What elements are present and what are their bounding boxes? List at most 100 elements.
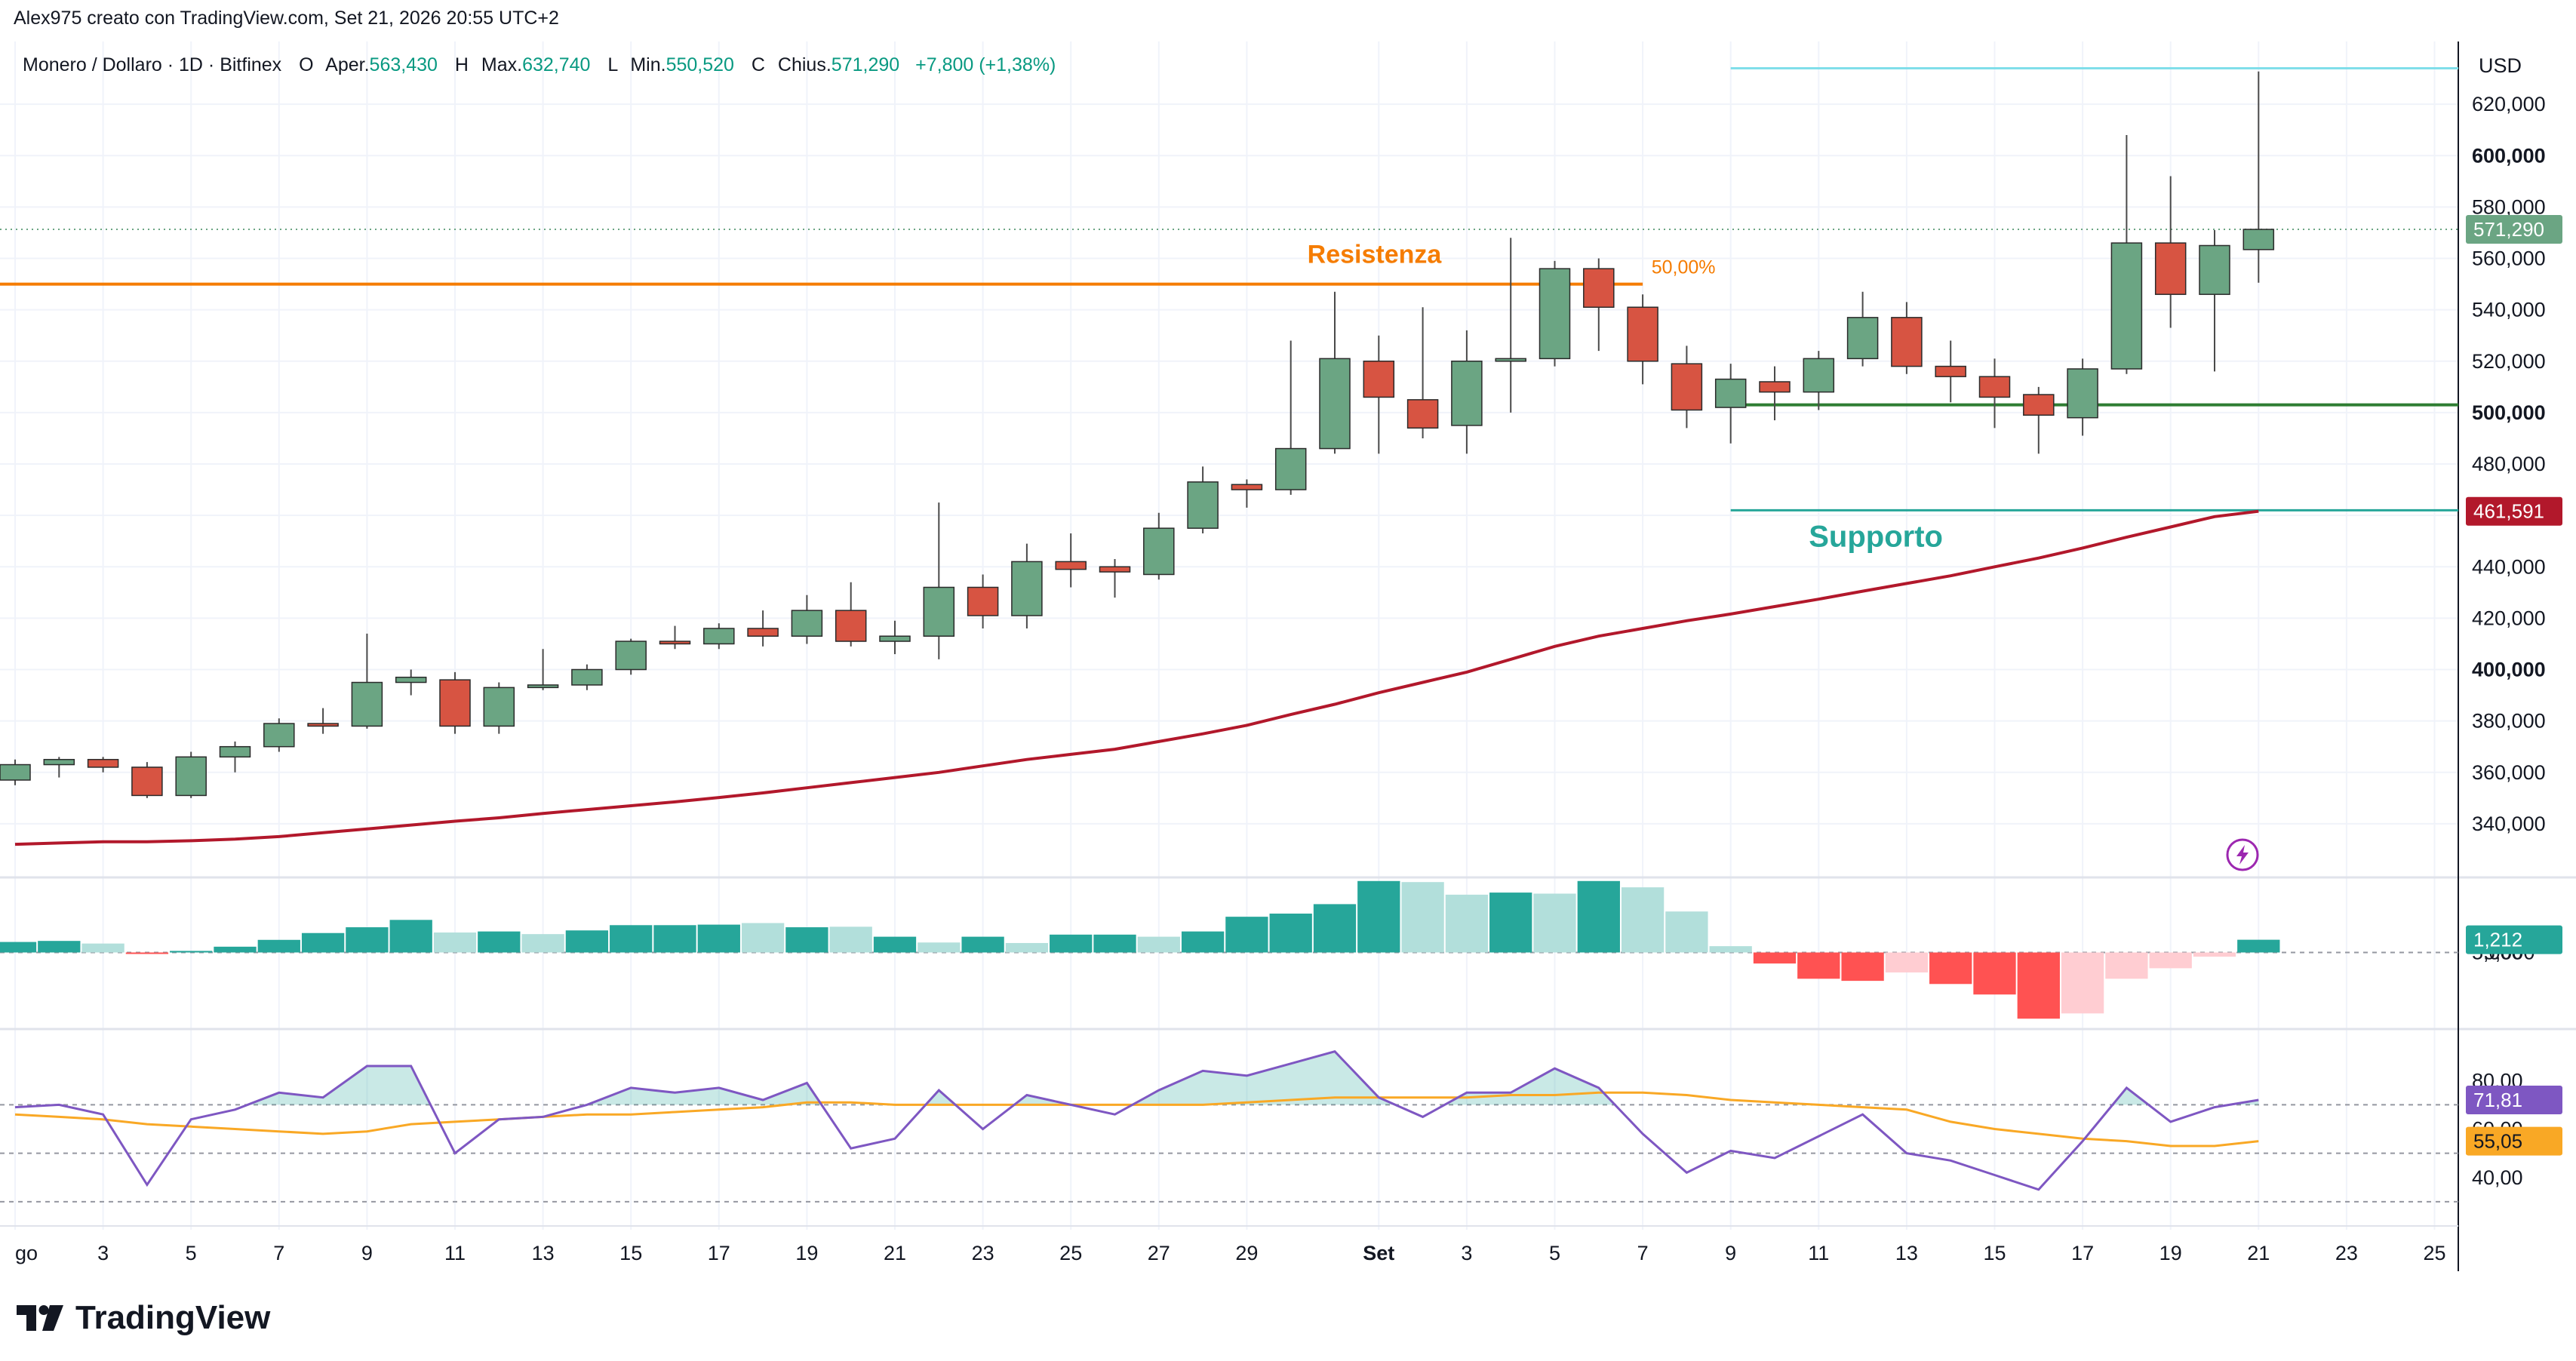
lightning-icon[interactable] <box>2226 838 2259 871</box>
candle <box>1406 307 1439 438</box>
candle-body <box>1671 363 1703 411</box>
histogram-bar <box>1445 894 1489 953</box>
histogram-bar <box>1885 952 1929 972</box>
candle <box>967 574 999 628</box>
rsi-overbought-fill <box>1444 1068 1615 1105</box>
legend-c-label: C <box>752 54 765 75</box>
candle <box>2023 386 2055 454</box>
candle <box>1803 351 1835 410</box>
candle <box>1539 260 1571 367</box>
histogram-bar <box>961 936 1004 953</box>
histogram-bar <box>1401 882 1444 953</box>
histogram-bar <box>1050 934 1093 953</box>
candle <box>2242 71 2275 283</box>
candle-body <box>659 641 691 645</box>
candle-body <box>923 586 955 637</box>
histogram-pane[interactable] <box>0 880 2458 1019</box>
date-tick-label: 5 <box>186 1242 197 1264</box>
candle <box>307 708 339 734</box>
tradingview-logo[interactable]: TradingView <box>17 1299 270 1337</box>
histogram-bar <box>1005 942 1049 953</box>
candle-body <box>615 641 647 671</box>
candle-body <box>175 756 207 797</box>
candle-body <box>1978 376 2011 398</box>
legend-h-label: H <box>455 54 469 75</box>
histogram-bar <box>38 941 81 953</box>
rsi-value-tag-bg <box>2466 1085 2562 1114</box>
histogram-bar <box>2017 952 2060 1019</box>
candle <box>1935 340 1966 403</box>
date-tick-label: 17 <box>2071 1242 2094 1264</box>
price-tick-label: 440,000 <box>2472 555 2546 578</box>
candle-body <box>1846 317 1879 360</box>
candle-body <box>1319 358 1351 450</box>
histogram-bar <box>1225 917 1268 953</box>
candle-body <box>1803 358 1835 393</box>
candle-body <box>527 684 559 689</box>
candle <box>2199 230 2230 372</box>
rsi-line <box>14 1050 2259 1191</box>
date-tick-label: 9 <box>361 1242 373 1264</box>
candle-body <box>571 668 603 686</box>
candle <box>1714 364 1747 444</box>
candle-body <box>2242 229 2275 250</box>
histogram-bar <box>1973 952 2016 995</box>
date-tick-label: 7 <box>1637 1242 1649 1264</box>
candle <box>703 623 735 650</box>
candle-body <box>1143 527 1175 576</box>
candle <box>1099 559 1131 598</box>
histogram-value-tag-text: 1,212 <box>2473 929 2522 951</box>
histogram-bar <box>1621 887 1665 953</box>
last-price-tag-text: 571,290 <box>2473 218 2544 241</box>
date-axis[interactable]: go 3 5 7 9 11 13 15 17 19 21 23 25 27 29 Set 3 5 7 9 11 13 15 1… <box>15 1242 2446 1264</box>
candle <box>1671 346 1703 429</box>
date-tick-label: go <box>15 1242 38 1264</box>
price-pane[interactable]: Resistenza 50,00% Supporto <box>0 66 2458 846</box>
rsi-value-tag-text: 71,81 <box>2473 1089 2522 1111</box>
histogram-bar <box>2149 952 2192 969</box>
histogram-bar <box>2237 939 2280 953</box>
resistance-label: Resistenza <box>1308 241 1443 269</box>
price-tick-label: 580,000 <box>2472 195 2546 218</box>
candle-body <box>1759 381 1791 393</box>
histogram-bar <box>1929 952 1972 985</box>
candle-body <box>1627 306 1658 362</box>
legend-l-label: L <box>607 54 618 75</box>
candle-body <box>0 763 31 781</box>
candle <box>483 682 515 734</box>
candle-body <box>1363 361 1395 398</box>
candle <box>1055 533 1087 588</box>
candle-body <box>1451 361 1483 426</box>
rsi-ma-value-tag-text: 55,05 <box>2473 1130 2522 1153</box>
histogram-bar <box>433 932 477 953</box>
price-axis[interactable]: USD 340,000 360,000 380,000 400,000 420,000 4… <box>2466 54 2562 1189</box>
histogram-bar <box>1841 952 1884 982</box>
candle <box>219 741 251 773</box>
histogram-bar <box>257 939 300 953</box>
histogram-bar <box>1181 931 1225 953</box>
candle <box>395 669 427 696</box>
candle <box>571 664 603 690</box>
rsi-pane[interactable] <box>0 1050 2458 1203</box>
histogram-bar <box>565 930 609 953</box>
date-tick-label: 25 <box>1059 1242 1082 1264</box>
histogram-bar <box>389 920 432 953</box>
candle <box>1451 330 1483 454</box>
candle <box>1231 479 1263 508</box>
histogram-bar <box>214 946 257 953</box>
rsi-ma-value-tag: 55,05 <box>2466 1126 2562 1156</box>
date-tick-label: 11 <box>1808 1242 1829 1264</box>
support-label: Supporto <box>1809 520 1943 553</box>
histogram-bar <box>0 942 37 953</box>
last-price-tag-bg <box>2466 215 2562 244</box>
candle <box>1891 302 1923 374</box>
candle <box>1187 466 1219 533</box>
candle <box>43 757 75 778</box>
date-tick-label: 25 <box>2423 1242 2445 1264</box>
price-tick-label: 560,000 <box>2472 247 2546 270</box>
candle-body <box>1495 358 1526 362</box>
candle <box>2067 358 2098 436</box>
legend-open-label: Aper. <box>325 54 369 75</box>
price-tick-label: 540,000 <box>2472 299 2546 321</box>
